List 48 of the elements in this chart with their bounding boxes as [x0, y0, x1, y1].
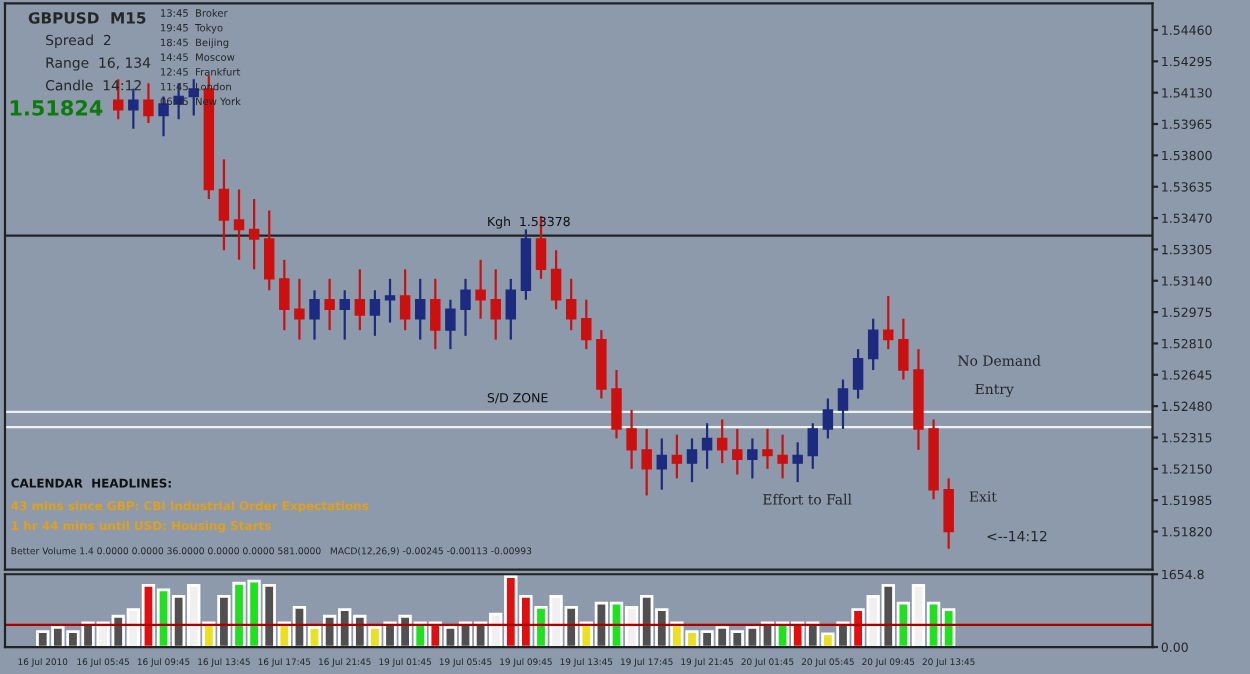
candlestick [671, 433, 683, 480]
candlestick [626, 408, 637, 470]
candlestick [822, 397, 834, 440]
candlestick [188, 78, 199, 117]
candlestick [490, 268, 501, 341]
candlestick [656, 437, 668, 491]
candlestick [898, 317, 909, 381]
candlestick [339, 289, 350, 341]
candlestick [716, 418, 728, 465]
candlestick [732, 427, 743, 476]
candlestick [550, 249, 562, 311]
candlestick [867, 317, 879, 372]
candlestick [218, 158, 230, 252]
candlestick [701, 422, 713, 470]
candlestick [943, 477, 954, 550]
candlestick [641, 427, 652, 497]
candlestick [792, 441, 803, 484]
candlestick [747, 437, 758, 480]
candlestick [309, 289, 320, 341]
candlestick [294, 277, 305, 341]
candlestick [414, 277, 426, 341]
candlestick [248, 197, 260, 271]
candlestick [837, 378, 849, 431]
candlestick [128, 87, 139, 130]
candlestick [611, 368, 622, 440]
candlestick [883, 294, 894, 351]
candlestick [581, 298, 592, 351]
candlestick [279, 258, 290, 332]
candlestick [369, 289, 381, 337]
candlestick [384, 277, 396, 324]
candlestick [430, 277, 441, 351]
candlestick [777, 433, 788, 480]
candlestick [445, 298, 456, 351]
candlestick [505, 277, 517, 341]
candlestick [565, 277, 577, 332]
candlestick [762, 427, 773, 470]
annotation: 1.51824 [10, 99, 103, 116]
candlestick [399, 268, 411, 332]
candlestick [143, 82, 154, 125]
candlestick [324, 277, 335, 332]
candlestick [460, 277, 471, 337]
candlestick [475, 258, 486, 320]
candlestick [807, 422, 819, 470]
candlestick [264, 209, 275, 292]
candlestick [852, 348, 864, 400]
candlestick [686, 437, 698, 484]
candlestick [354, 268, 366, 332]
candlestick [233, 188, 245, 261]
